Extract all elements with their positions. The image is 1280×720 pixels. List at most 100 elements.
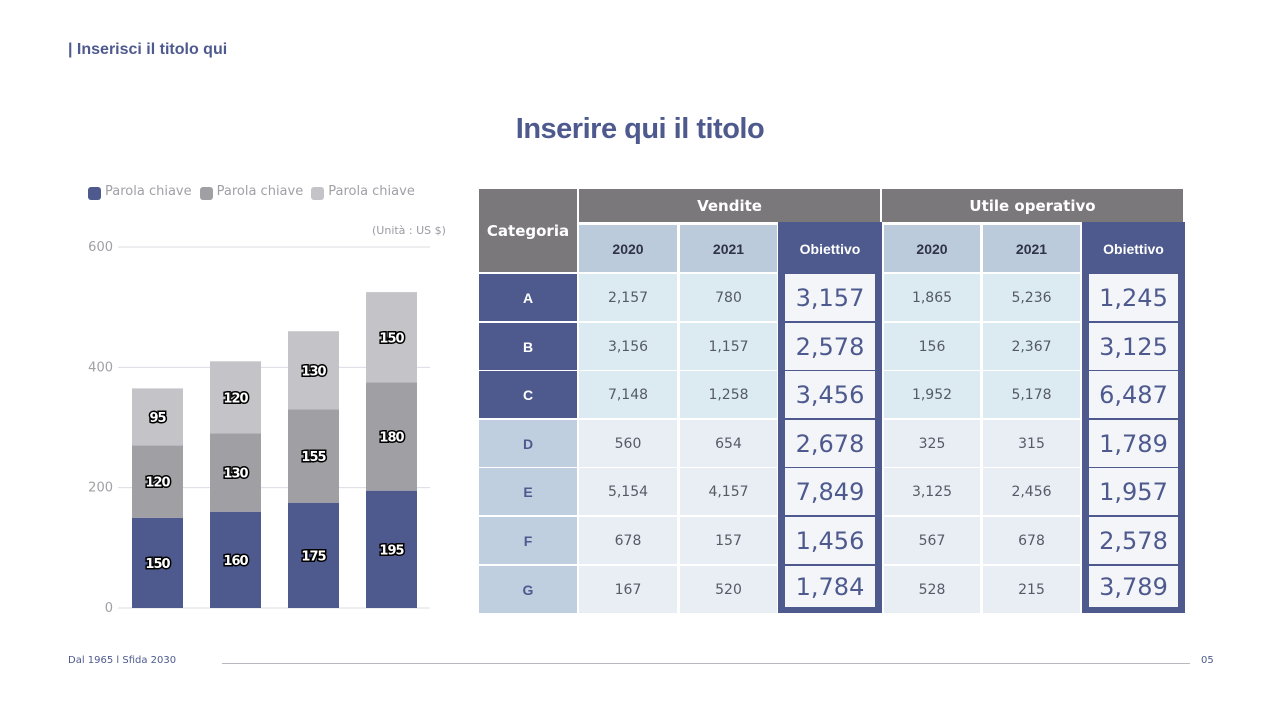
objective-cell: 1,957 (1089, 468, 1178, 515)
bar-segment (288, 409, 339, 503)
table-cell: 5,154 (579, 468, 677, 515)
data-label: 180 (379, 431, 404, 446)
row-category: D (479, 420, 577, 467)
table-cell: 560 (579, 420, 677, 467)
table-cell: 325 (884, 420, 980, 467)
data-label: 130 (301, 364, 326, 379)
table-cell: 167 (579, 566, 677, 613)
table-cell: 567 (884, 517, 980, 564)
table-cell: 1,258 (680, 371, 777, 418)
column-header: 2020 (884, 225, 980, 272)
table-cell: 528 (884, 566, 980, 613)
footer-divider (222, 663, 1190, 664)
table-cell: 215 (983, 566, 1080, 613)
table-cell: 654 (680, 420, 777, 467)
bar-segment (210, 361, 261, 434)
table-cell: 1,157 (680, 323, 777, 370)
legend-item: Parola chiave (311, 183, 415, 200)
table-cell: 2,456 (983, 468, 1080, 515)
category-header: Categoria (479, 189, 577, 272)
objective-cell: 6,487 (1089, 371, 1178, 418)
legend-label: Parola chiave (105, 184, 192, 199)
bar-segment (366, 490, 417, 608)
table-cell: 2,157 (579, 274, 677, 321)
y-tick-label: 0 (105, 601, 113, 616)
y-tick-label: 200 (88, 481, 113, 496)
data-label: 150 (145, 557, 170, 572)
table-cell: 2,367 (983, 323, 1080, 370)
table-cell: 4,157 (680, 468, 777, 515)
data-label: 120 (223, 391, 248, 406)
data-label: 120 (145, 476, 170, 491)
table-cell: 5,236 (983, 274, 1080, 321)
y-tick-label: 400 (88, 360, 113, 375)
legend-label: Parola chiave (216, 184, 304, 199)
legend-item: Parola chiave (88, 183, 192, 200)
bar-segment (366, 292, 417, 383)
objective-cell: 1,789 (1089, 420, 1178, 467)
table-cell: 5,178 (983, 371, 1080, 418)
header-title: | Inserisci il titolo qui (68, 41, 228, 58)
data-label: 95 (149, 411, 166, 426)
objective-cell: 3,789 (1089, 566, 1178, 607)
table-cell: 1,865 (884, 274, 980, 321)
row-category: E (479, 468, 577, 515)
legend-swatch (88, 187, 101, 200)
table-cell: 3,156 (579, 323, 677, 370)
row-category: A (479, 274, 577, 321)
column-header: 2021 (983, 225, 1080, 272)
chart-legend: Parola chiave Parola chiave Parola chiav… (88, 183, 415, 200)
bar-segment (210, 433, 261, 512)
table-cell: 7,148 (579, 371, 677, 418)
objective-cell: 1,245 (1089, 274, 1178, 321)
data-label: 160 (223, 554, 248, 569)
bar-segment (366, 382, 417, 491)
bar-segment (132, 388, 183, 446)
table-cell: 520 (680, 566, 777, 613)
row-category: F (479, 517, 577, 564)
table-cell: 1,952 (884, 371, 980, 418)
objective-cell: 7,849 (785, 468, 875, 515)
objective-cell: 2,678 (785, 420, 875, 467)
group-header-utile: Utile operativo (882, 189, 1183, 222)
row-category: C (479, 371, 577, 418)
data-label: 130 (223, 467, 248, 482)
column-header: Obiettivo (799, 240, 861, 257)
table-cell: 678 (983, 517, 1080, 564)
row-category: B (479, 323, 577, 370)
table-cell: 156 (884, 323, 980, 370)
objective-cell: 1,784 (785, 566, 875, 607)
row-category: G (479, 566, 577, 613)
table-cell: 780 (680, 274, 777, 321)
footer-text: Dal 1965 l Sfida 2030 (68, 655, 177, 666)
objective-cell: 3,125 (1089, 323, 1178, 370)
bar-segment (288, 502, 339, 608)
bar-segment (210, 511, 261, 608)
y-tick-label: 600 (88, 240, 113, 255)
objective-cell: 2,578 (1089, 517, 1178, 564)
legend-label: Parola chiave (328, 184, 415, 199)
data-label: 175 (301, 549, 326, 564)
legend-item: Parola chiave (199, 183, 304, 200)
data-label: 195 (379, 543, 404, 558)
column-header: 2020 (579, 225, 677, 272)
objective-cell: 3,456 (785, 371, 875, 418)
table-cell: 315 (983, 420, 1080, 467)
legend-swatch (199, 187, 213, 200)
objective-cell: 1,456 (785, 517, 875, 564)
objective-cell: 3,157 (785, 274, 875, 321)
stacked-bar-chart: 0 200 400 600 150 120 95 160 130 120 175 155 130 195 1… (88, 240, 430, 616)
column-header: Obiettivo (1103, 240, 1164, 257)
group-header-vendite: Vendite (579, 189, 880, 222)
bar-segment (132, 517, 183, 608)
legend-swatch (311, 187, 325, 200)
bar-segment (132, 445, 183, 518)
page-title: Inserire qui il titolo (515, 113, 765, 145)
bar-segment (288, 331, 339, 410)
table-cell: 3,125 (884, 468, 980, 515)
column-header: 2021 (680, 225, 777, 272)
table-cell: 678 (579, 517, 677, 564)
unit-label: (Unità : US $) (372, 224, 446, 237)
data-label: 150 (379, 331, 404, 346)
objective-cell: 2,578 (785, 323, 875, 370)
